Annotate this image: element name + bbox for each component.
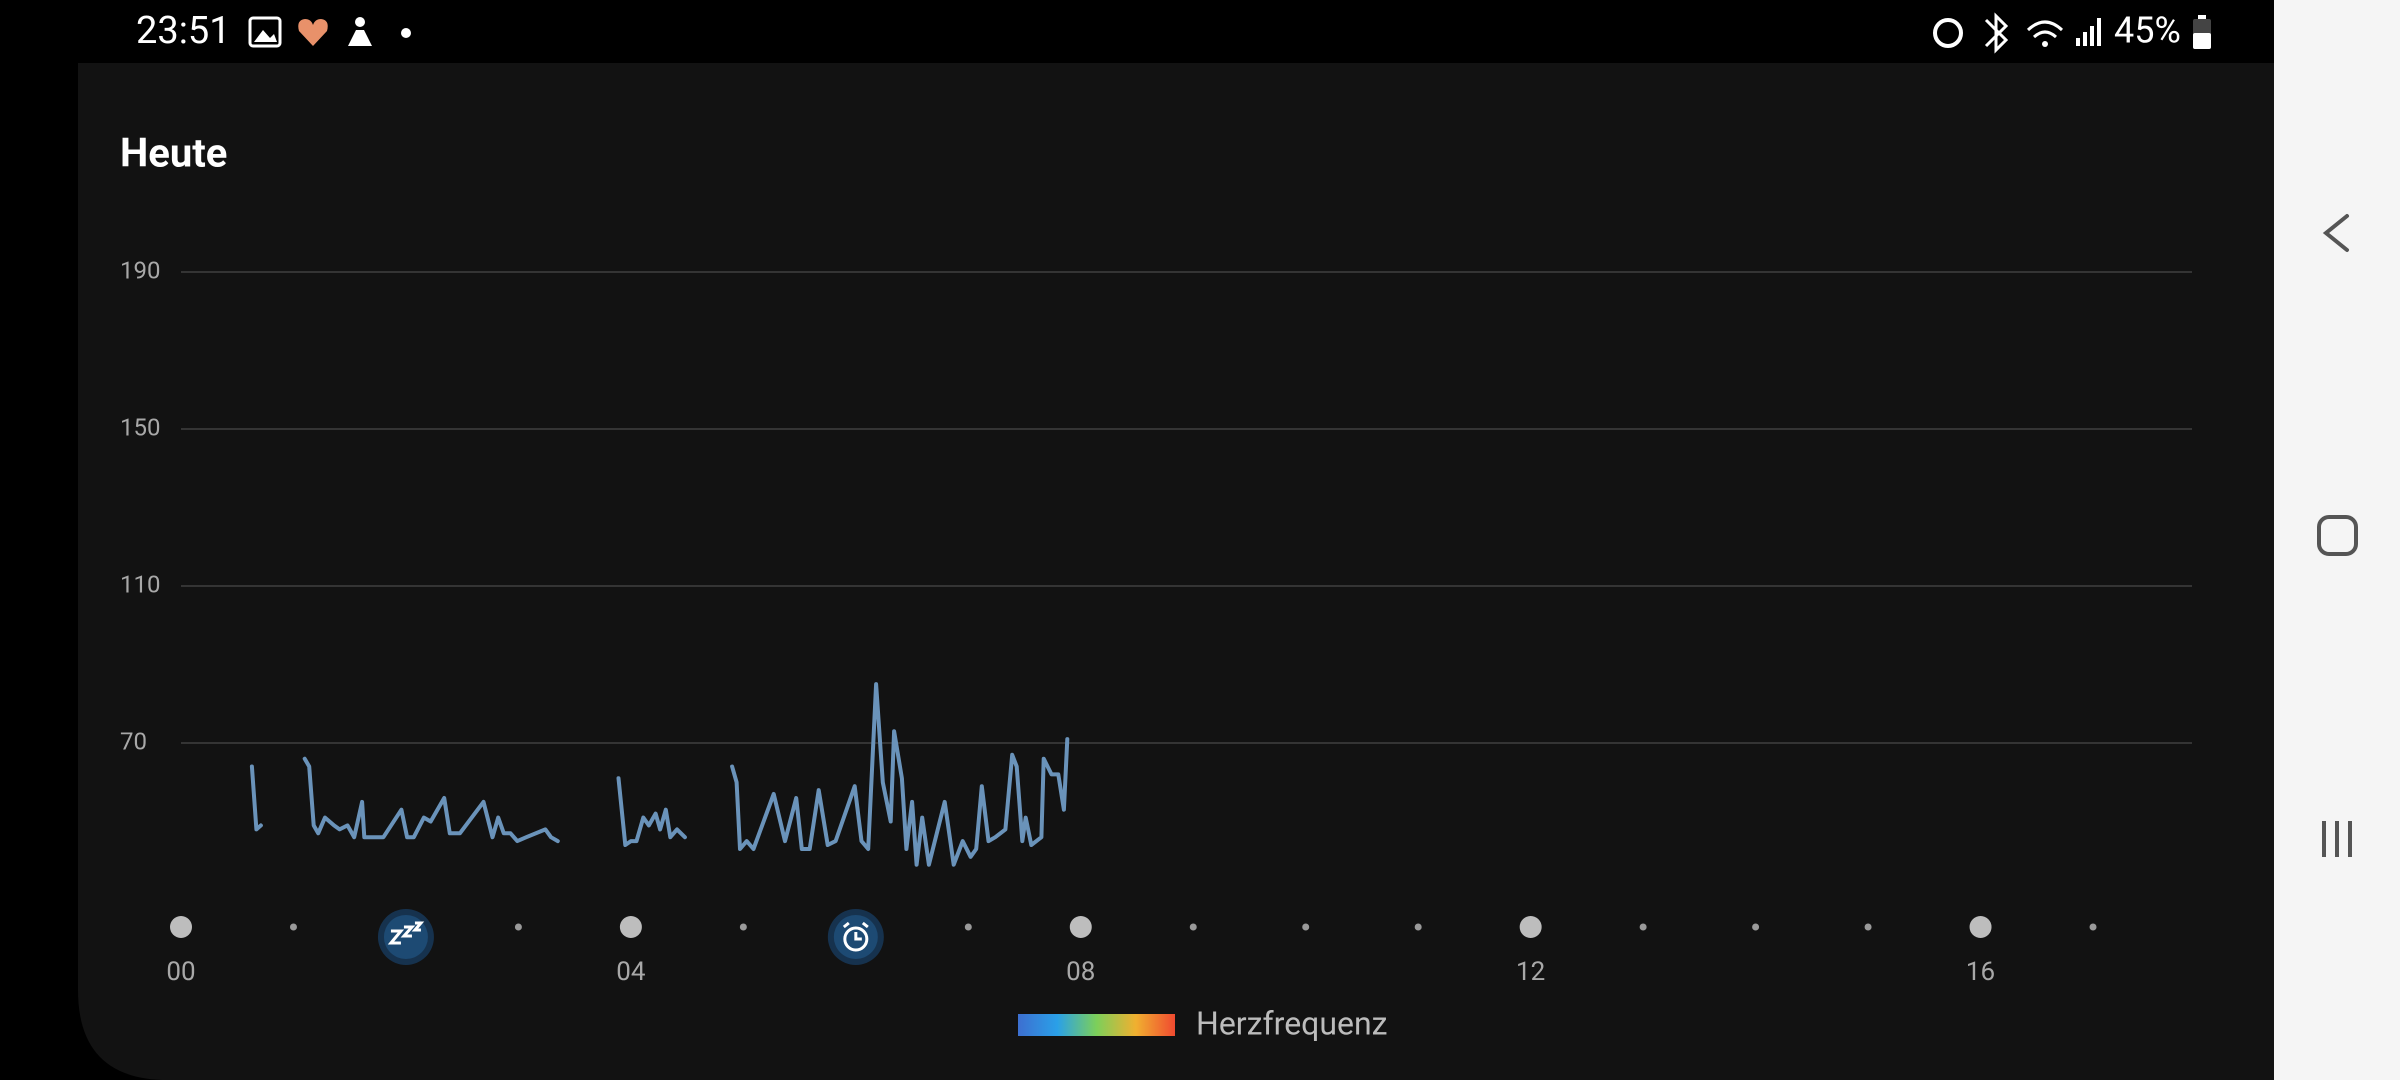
status-icons	[248, 12, 2211, 54]
battery-percent: 45%	[2114, 10, 2181, 52]
legend-swatch	[1018, 1014, 1175, 1036]
alarm-icon	[843, 926, 869, 952]
alarm-marker	[827, 909, 884, 965]
y-tick-label: 70	[120, 727, 147, 755]
card	[78, 63, 2274, 1080]
navigation-bar	[2274, 0, 2400, 1080]
x-tick-mark	[619, 916, 642, 938]
status-time: 23:51	[136, 9, 231, 53]
hour-dot	[1414, 923, 1422, 931]
home-button[interactable]	[2317, 515, 2358, 556]
heart-rate-line	[249, 682, 1070, 867]
sleep-marker	[377, 909, 434, 965]
hour-dot	[964, 923, 972, 931]
x-tick-mark	[1069, 916, 1092, 938]
x-tick-label: 16	[1966, 957, 1995, 987]
legend-label: Herzfrequenz	[1196, 1004, 1388, 1042]
hour-dot	[739, 923, 747, 931]
chart-title: Heute	[120, 130, 227, 177]
alarm-hands	[842, 921, 869, 941]
recents-button[interactable]	[2322, 821, 2352, 857]
y-tick-label: 150	[120, 413, 160, 441]
hour-dot	[1302, 923, 1310, 931]
x-tick-mark	[170, 916, 192, 938]
hour-dot	[514, 923, 522, 931]
x-tick-label: 04	[616, 957, 646, 987]
hour-dot	[1752, 923, 1760, 931]
x-tick-mark	[1519, 916, 1542, 938]
hour-dot	[1864, 923, 1872, 931]
hour-dot	[2089, 923, 2097, 931]
sleep-icon	[387, 921, 425, 945]
hour-dot	[1639, 923, 1647, 931]
hour-dot	[1189, 923, 1197, 931]
x-tick-label: 08	[1066, 957, 1095, 987]
x-tick-mark	[1969, 916, 1992, 938]
y-tick-label: 190	[120, 256, 160, 284]
hour-dot	[289, 923, 297, 931]
y-tick-label: 110	[120, 570, 160, 598]
x-tick-label: 12	[1516, 957, 1545, 987]
x-tick-label: 00	[166, 957, 195, 987]
back-button[interactable]	[2322, 214, 2349, 252]
